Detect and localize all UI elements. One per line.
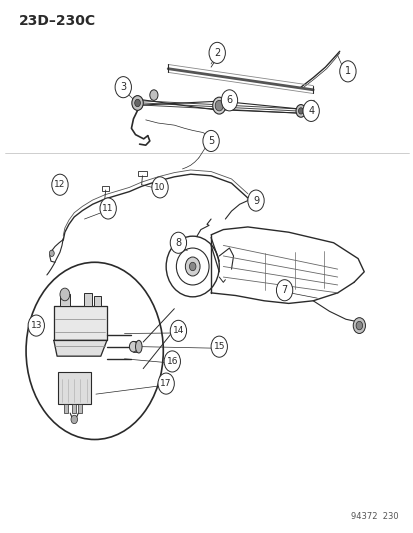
Circle shape: [150, 90, 158, 100]
Circle shape: [60, 288, 70, 301]
Text: 4: 4: [307, 106, 313, 116]
Circle shape: [247, 190, 263, 211]
Text: 15: 15: [213, 342, 224, 351]
Circle shape: [158, 373, 174, 394]
Text: 8: 8: [175, 238, 181, 248]
Text: 5: 5: [207, 136, 214, 146]
Bar: [58, 372, 90, 403]
Text: 16: 16: [166, 357, 178, 366]
Circle shape: [298, 108, 303, 114]
Bar: [101, 186, 109, 191]
Text: 13: 13: [31, 321, 42, 330]
Text: 14: 14: [172, 326, 184, 335]
Circle shape: [221, 90, 237, 111]
Circle shape: [189, 262, 195, 271]
Circle shape: [355, 321, 362, 330]
Circle shape: [170, 232, 186, 253]
Circle shape: [131, 95, 143, 110]
Text: 11: 11: [102, 204, 114, 213]
Circle shape: [209, 42, 225, 63]
Circle shape: [295, 104, 305, 117]
Circle shape: [115, 77, 131, 98]
Bar: [83, 293, 92, 306]
Circle shape: [302, 100, 318, 122]
Bar: [78, 403, 82, 413]
Text: 1: 1: [344, 66, 350, 76]
Circle shape: [185, 257, 199, 276]
Text: 6: 6: [226, 95, 232, 106]
Circle shape: [152, 177, 168, 198]
Circle shape: [28, 315, 44, 336]
Text: 12: 12: [54, 180, 66, 189]
Text: 94372  230: 94372 230: [351, 512, 398, 521]
Circle shape: [52, 174, 68, 195]
Circle shape: [215, 100, 223, 111]
Circle shape: [164, 351, 180, 372]
Circle shape: [276, 280, 292, 301]
Circle shape: [134, 99, 140, 107]
Text: 9: 9: [252, 196, 259, 206]
Text: 10: 10: [154, 183, 165, 192]
Text: 2: 2: [214, 48, 220, 58]
Circle shape: [352, 318, 365, 334]
Ellipse shape: [135, 341, 142, 353]
Circle shape: [211, 336, 227, 357]
Ellipse shape: [129, 342, 137, 352]
Circle shape: [71, 415, 77, 424]
Circle shape: [49, 250, 54, 256]
Text: 3: 3: [120, 82, 126, 92]
Bar: [137, 171, 146, 176]
Circle shape: [100, 198, 116, 219]
Circle shape: [170, 320, 186, 342]
Circle shape: [339, 61, 355, 82]
Circle shape: [212, 97, 225, 114]
Text: 17: 17: [160, 379, 171, 388]
Bar: [60, 294, 70, 306]
Text: 23D–230C: 23D–230C: [19, 14, 96, 28]
Polygon shape: [54, 341, 107, 356]
Bar: [64, 403, 68, 413]
Bar: [72, 403, 76, 413]
Bar: [94, 295, 100, 306]
Circle shape: [202, 131, 219, 151]
Polygon shape: [54, 306, 107, 341]
Text: 7: 7: [281, 285, 287, 295]
